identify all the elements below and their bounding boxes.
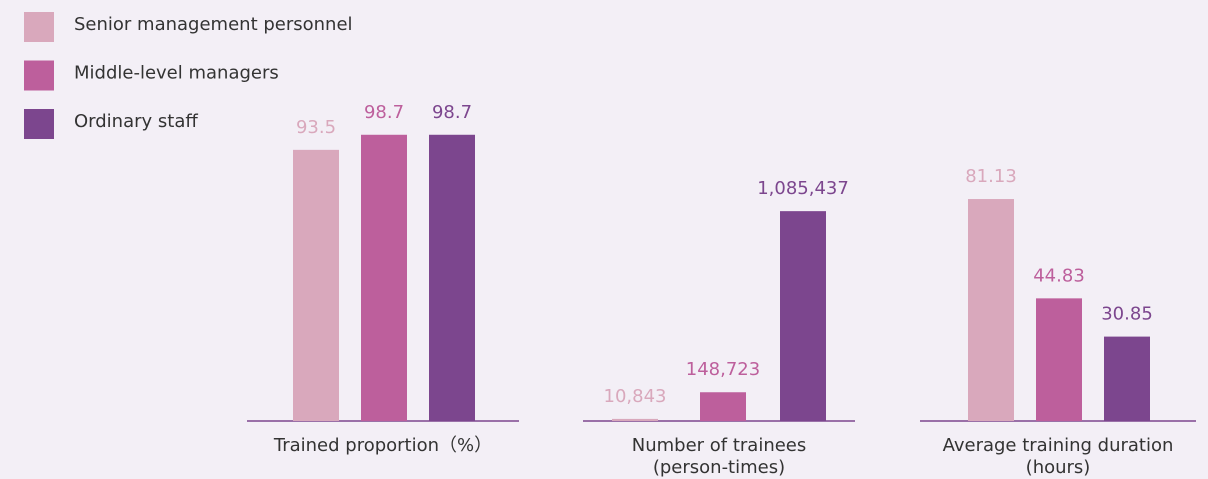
legend-swatch	[24, 60, 54, 91]
bar	[700, 392, 746, 421]
bar	[361, 134, 407, 421]
value-label: 98.7	[364, 102, 404, 123]
value-label: 10,843	[604, 386, 667, 407]
value-label: 81.13	[965, 166, 1017, 187]
panel-title: (hours)	[1026, 457, 1091, 478]
bar	[429, 134, 475, 421]
bar	[612, 418, 658, 421]
panel-title: Number of trainees	[632, 435, 807, 456]
bar	[968, 199, 1014, 421]
bar	[293, 149, 339, 421]
legend-swatch	[24, 109, 54, 139]
value-label: 93.5	[296, 117, 336, 138]
legend-label: Ordinary staff	[74, 111, 198, 132]
bar	[1036, 298, 1082, 421]
bar	[1104, 336, 1150, 421]
value-label: 44.83	[1033, 265, 1085, 286]
value-label: 1,085,437	[757, 178, 849, 199]
panel-title: Trained proportion（%）	[273, 435, 492, 456]
panel-title: Average training duration	[943, 435, 1174, 456]
panel-title: (person-times)	[653, 457, 785, 478]
value-label: 30.85	[1101, 304, 1153, 325]
bar	[780, 211, 826, 421]
value-label: 98.7	[432, 102, 472, 123]
legend-label: Senior management personnel	[74, 14, 353, 35]
legend-swatch	[24, 12, 54, 42]
legend-label: Middle-level managers	[74, 63, 279, 84]
value-label: 148,723	[686, 359, 760, 380]
